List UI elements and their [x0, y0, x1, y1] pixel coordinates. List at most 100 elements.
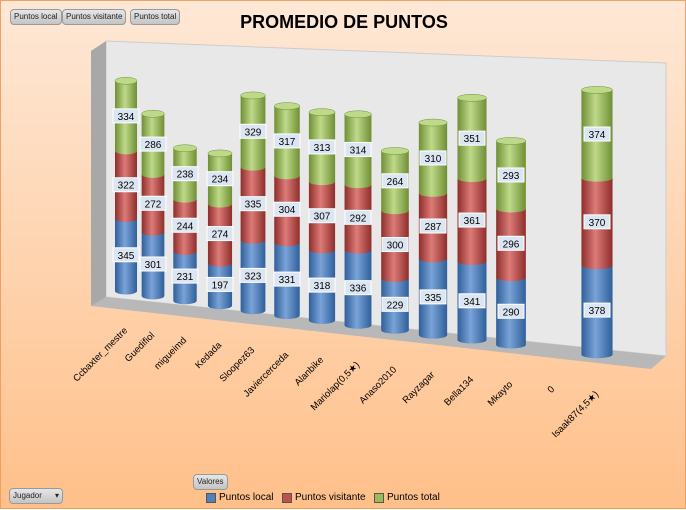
data-label: 313 [314, 143, 331, 154]
data-label: 307 [314, 212, 331, 223]
legend-swatch [206, 492, 216, 503]
cylinder-top [581, 86, 613, 94]
data-label: 296 [503, 239, 520, 250]
category-label: Sloopez63 [218, 345, 258, 385]
data-label-box [308, 277, 336, 293]
field-button-jugador[interactable]: Jugador ▾ [9, 488, 63, 504]
data-label: 323 [245, 271, 262, 282]
data-label-box [139, 256, 167, 272]
cylinder-top [308, 108, 336, 116]
legend-swatch [282, 492, 292, 503]
data-label-box [112, 177, 140, 193]
data-label: 336 [350, 284, 367, 295]
cylinder-top [495, 137, 527, 145]
cylinder-top [207, 149, 233, 158]
category-label: Anaso2010 [357, 365, 399, 407]
cylinder-top [380, 147, 410, 155]
data-label: 287 [425, 222, 442, 233]
data-label: 231 [177, 272, 194, 283]
data-label-box [344, 280, 372, 296]
cylinder-top [173, 144, 197, 152]
data-label: 335 [425, 293, 442, 304]
category-label: Kedada [193, 340, 224, 371]
data-label: 310 [425, 154, 442, 165]
field-button-puntos-total[interactable]: Puntos total [130, 9, 181, 25]
legend-swatch [374, 492, 384, 503]
data-label-box [171, 268, 199, 284]
data-label: 374 [589, 130, 606, 141]
category-label: Guedifiol [123, 330, 157, 364]
data-label-box [206, 276, 234, 292]
data-label-box [171, 166, 199, 182]
data-label: 304 [279, 205, 296, 216]
data-label: 264 [387, 177, 404, 188]
data-label-box [497, 167, 525, 183]
data-label-box [206, 226, 234, 242]
data-label-box [112, 108, 140, 124]
cylinder-top [114, 77, 138, 85]
cylinder-top [418, 118, 448, 127]
data-label-box [239, 123, 267, 139]
data-label-box [497, 303, 525, 319]
data-label-box [171, 217, 199, 233]
data-label-box [583, 126, 611, 142]
data-label: 329 [245, 127, 262, 138]
data-label: 322 [118, 181, 135, 192]
legend-label: Puntos local [219, 492, 274, 503]
data-label: 334 [118, 112, 135, 123]
chart-title: PROMEDIO DE PUNTOS [240, 12, 448, 32]
data-label: 378 [589, 306, 606, 317]
data-label: 234 [212, 175, 229, 186]
field-button-valores[interactable]: Valores [193, 474, 228, 490]
data-label-box [497, 235, 525, 251]
data-label-box [419, 218, 447, 234]
side-wall [91, 41, 106, 306]
data-label: 272 [145, 199, 162, 210]
data-label: 300 [387, 241, 404, 252]
data-label: 238 [177, 170, 194, 181]
field-button-puntos-local[interactable]: Puntos local [10, 9, 62, 25]
legend-item-local: Puntos local [206, 492, 273, 503]
data-label: 345 [118, 251, 135, 262]
data-label-box [239, 196, 267, 212]
data-label-box [583, 214, 611, 230]
floor [91, 297, 666, 369]
category-label: migueimd [152, 335, 189, 372]
data-label-box [273, 201, 301, 217]
data-label: 290 [503, 307, 520, 318]
data-label-box [308, 208, 336, 224]
category-label: Rayzagar [401, 369, 438, 406]
data-label-box [458, 130, 486, 146]
category-label: Mkayto [486, 379, 515, 408]
data-label: 335 [245, 200, 262, 211]
data-label: 244 [177, 221, 194, 232]
data-label: 370 [589, 218, 606, 229]
data-label: 229 [387, 300, 404, 311]
data-label-box [458, 212, 486, 228]
data-label: 341 [464, 297, 481, 308]
jugador-label: Jugador [13, 491, 42, 500]
legend-label: Puntos visitante [295, 492, 366, 503]
cylinder-top [344, 110, 372, 119]
data-label-box [273, 133, 301, 149]
category-label: Bella134 [442, 374, 476, 408]
category-label: 0 [546, 384, 558, 396]
cylinder-top [240, 91, 266, 100]
cylinder-top [141, 110, 165, 118]
data-label-box [139, 136, 167, 152]
data-label: 301 [145, 260, 162, 271]
data-label: 286 [145, 140, 162, 151]
data-label-box [458, 293, 486, 309]
data-label-box [344, 141, 372, 157]
cylinder-top [274, 102, 300, 110]
field-button-puntos-visitante[interactable]: Puntos visitante [62, 9, 127, 25]
data-label-box [344, 209, 372, 225]
data-label-box [308, 139, 336, 155]
data-label: 318 [314, 281, 331, 292]
data-label-box [139, 195, 167, 211]
data-label: 292 [350, 213, 367, 224]
legend-item-visitante: Puntos visitante [282, 492, 366, 503]
data-label: 293 [503, 171, 520, 182]
